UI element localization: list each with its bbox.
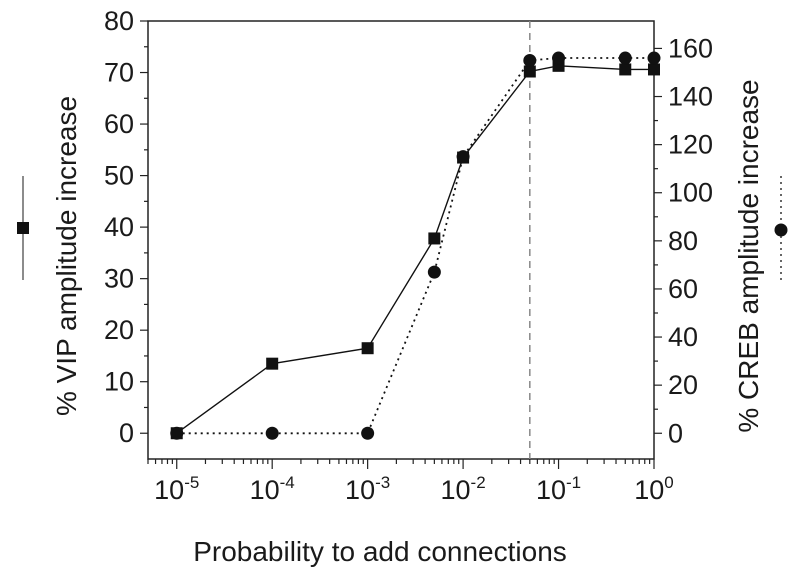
creb-data-point [647, 51, 661, 65]
creb-data-point [427, 265, 441, 279]
x-tick-label: 10-5 [154, 473, 199, 505]
y-left-tick-label: 70 [104, 58, 134, 88]
vip-data-point [523, 65, 536, 78]
y-left-tick-label: 50 [104, 161, 134, 191]
vip-data-point [428, 232, 441, 245]
creb-data-point [265, 426, 279, 440]
plot-frame-group [147, 20, 655, 460]
series-group [170, 51, 661, 440]
vip-data-point [619, 63, 632, 76]
y-left-tick-label: 10 [104, 367, 134, 397]
legend-creb-circle-marker [774, 223, 788, 237]
creb-data-point [170, 426, 184, 440]
creb-data-point [552, 51, 566, 65]
y-axis-left-title: % VIP amplitude increase [51, 96, 82, 416]
creb-data-point [456, 150, 470, 164]
labels-group: Probability to add connections % VIP amp… [51, 79, 764, 567]
x-tick-label: 10-3 [345, 473, 390, 505]
creb-series-line [176, 57, 654, 435]
y-left-tick-label: 80 [104, 6, 134, 36]
y-left-tick-label: 20 [104, 315, 134, 345]
x-tick-label: 10-4 [250, 473, 295, 505]
ticks-group: 10-5 10-4 10-3 10-2 10-1 100 0 10 20 30 40 50 60 70 80… [104, 6, 713, 505]
y-right-tick-label: 60 [668, 274, 698, 304]
creb-data-point [523, 53, 537, 67]
y-left-tick-label: 0 [119, 418, 134, 448]
y-right-tick-label: 80 [668, 226, 698, 256]
x-tick-label: 10-1 [536, 473, 581, 505]
creb-data-point [361, 426, 375, 440]
creb-data-point [618, 51, 632, 65]
y-left-tick-label: 30 [104, 264, 134, 294]
y-right-tick-label: 160 [668, 33, 713, 63]
y-left-tick-label: 40 [104, 212, 134, 242]
x-tick-label: 10-2 [441, 473, 486, 505]
y-right-tick-label: 120 [668, 130, 713, 160]
y-right-tick-label: 40 [668, 322, 698, 352]
y-right-tick-label: 0 [668, 418, 683, 448]
y-right-tick-label: 100 [668, 178, 713, 208]
plot-frame [147, 20, 655, 460]
y-right-tick-label: 20 [668, 370, 698, 400]
y-right-tick-label: 140 [668, 82, 713, 112]
y-axis-right-title: % CREB amplitude increase [733, 79, 764, 432]
x-axis-title: Probability to add connections [193, 536, 567, 567]
x-tick-label: 100 [634, 473, 674, 505]
vip-series-line [176, 65, 654, 434]
y-left-tick-label: 60 [104, 109, 134, 139]
vip-data-point [266, 357, 279, 370]
legend-vip-square-marker [17, 222, 29, 234]
vip-data-point [361, 342, 374, 355]
axis-legend-keys [17, 176, 788, 280]
vip-data-point [648, 63, 660, 76]
